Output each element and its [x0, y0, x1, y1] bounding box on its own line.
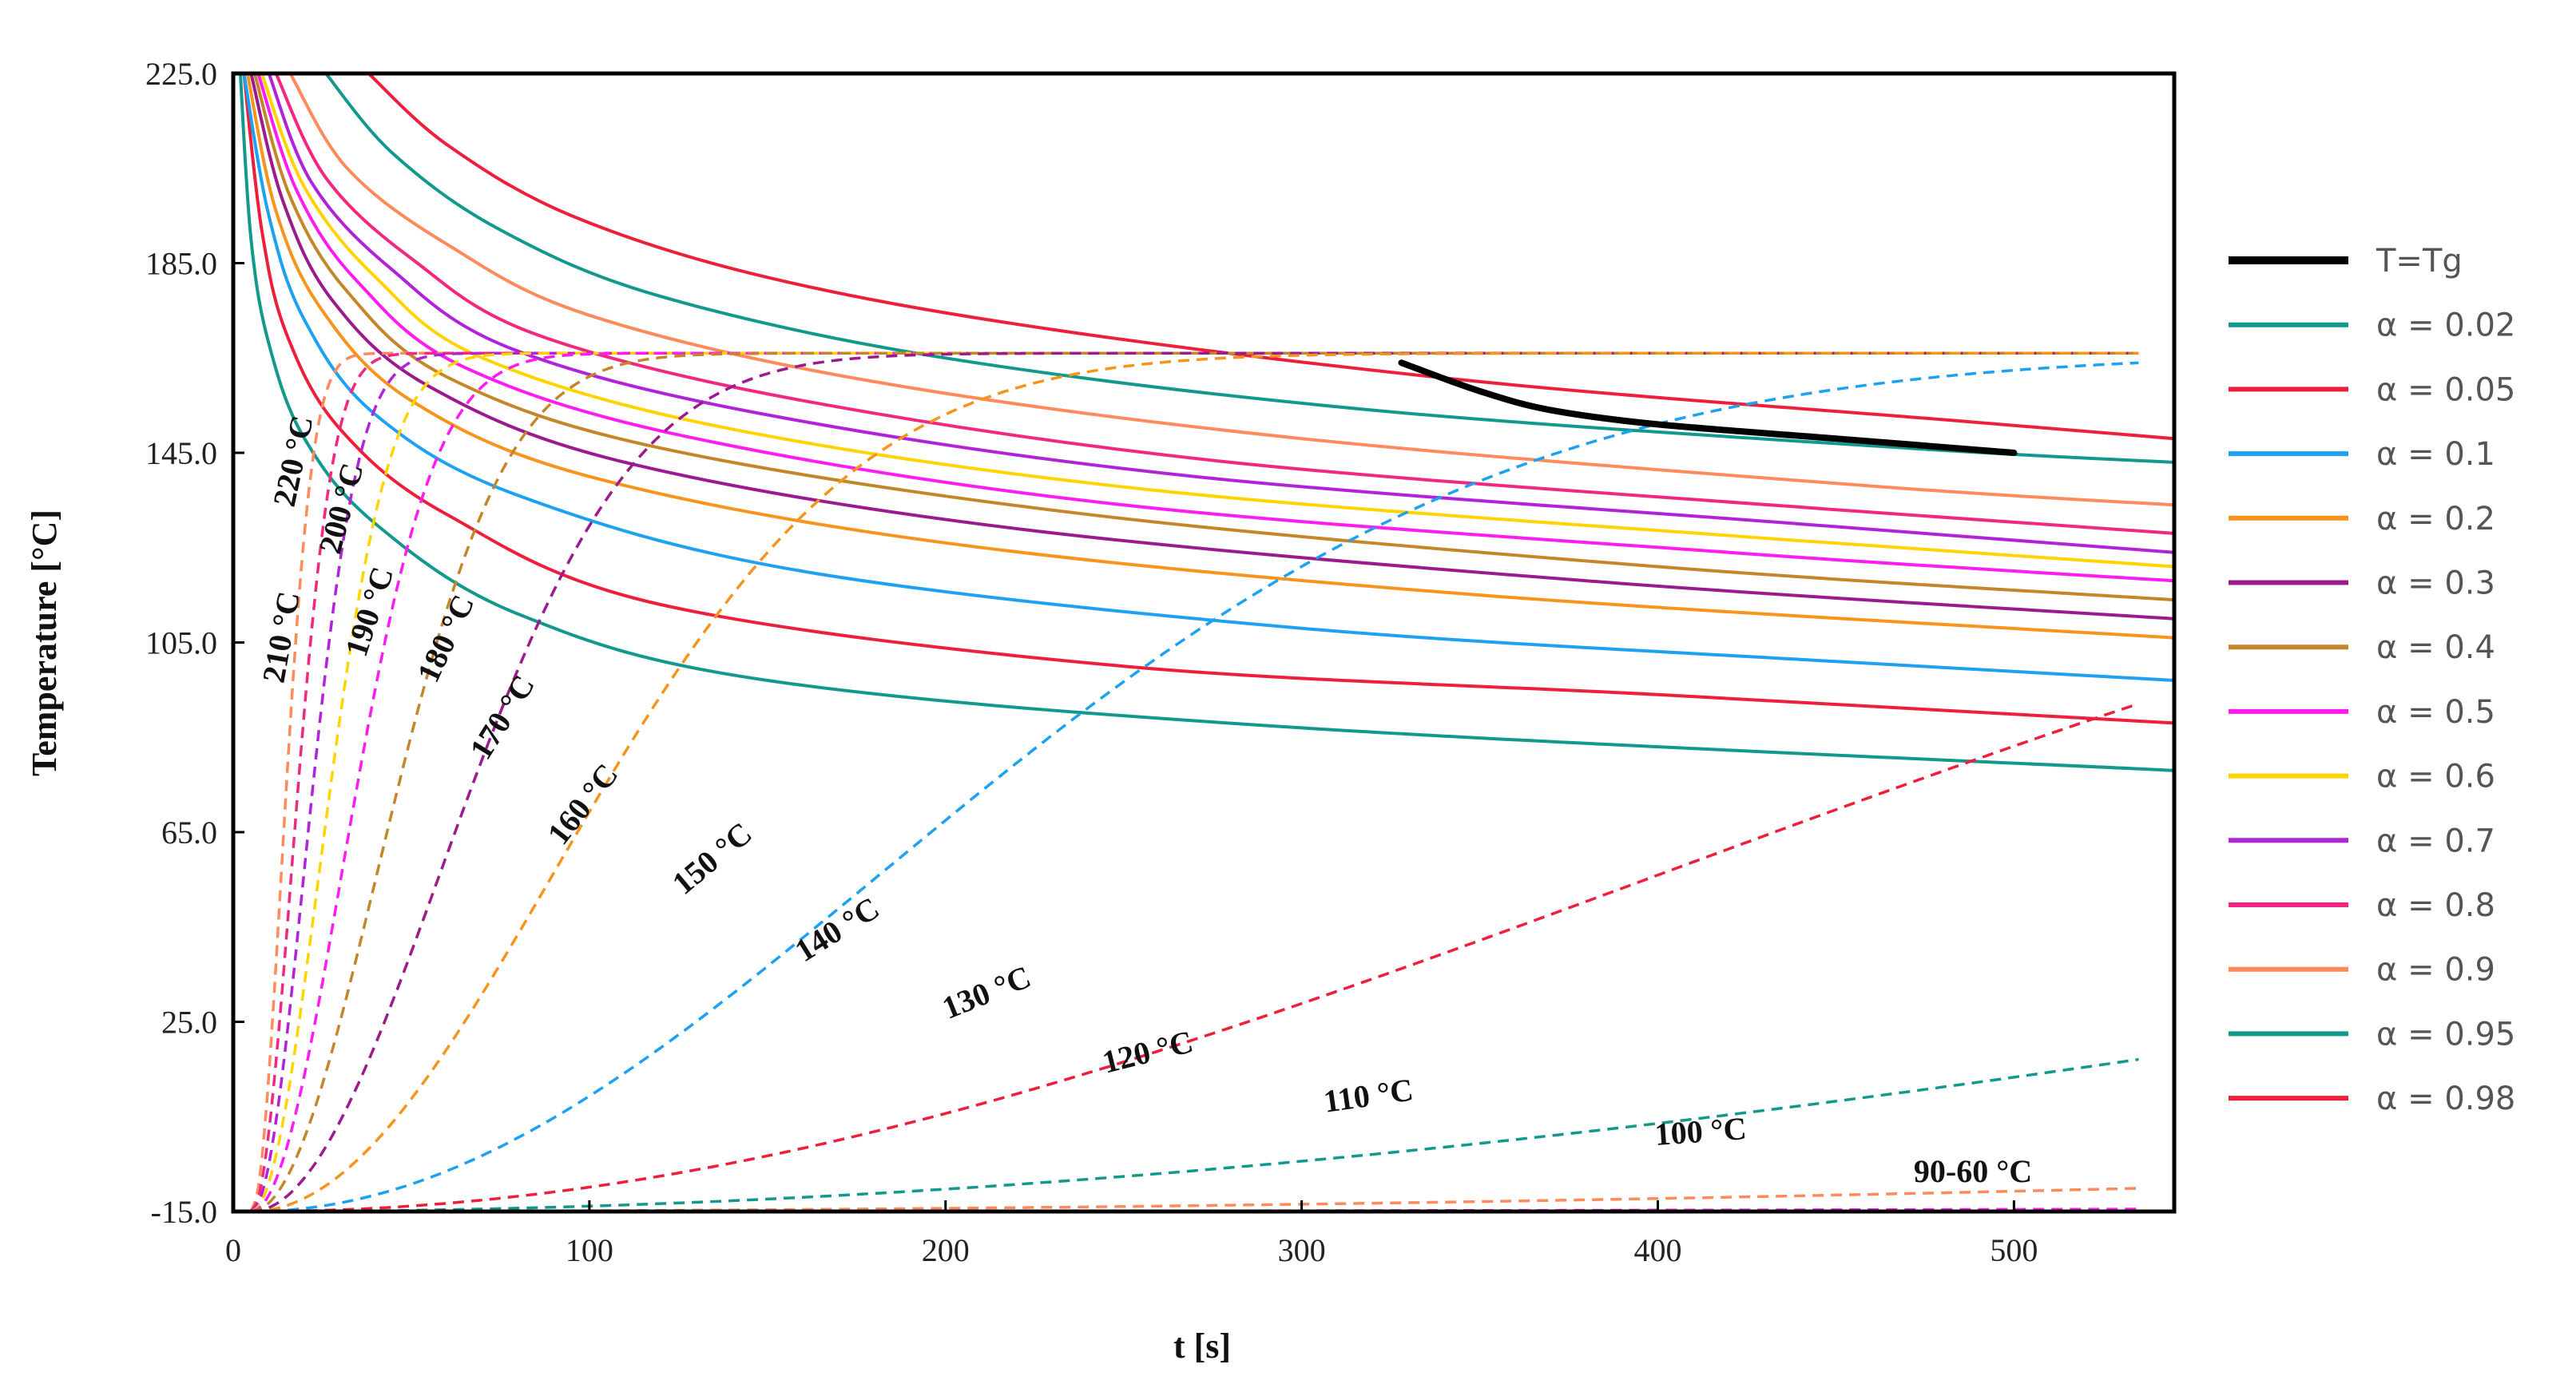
legend-label-0-4: α = 0.4 [2376, 629, 2495, 666]
alpha-line-0-1 [242, 73, 2175, 682]
legend: T=Tg α = 0.02 α = 0.05 α = 0.1 α = 0.2 α = 0.… [2229, 243, 2515, 1117]
alpha-line-0-4 [252, 73, 2175, 602]
alpha-lines [238, 72, 2175, 772]
isotherm-line-4 [250, 351, 2139, 1213]
x-tick-label: 200 [922, 1232, 970, 1268]
alpha-line-0-9 [288, 72, 2175, 507]
y-tick-label: 65.0 [161, 815, 217, 851]
isotherm-line-11 [251, 1057, 2139, 1213]
legend-label-0-02: α = 0.02 [2376, 307, 2515, 344]
alpha-line-0-3 [249, 73, 2175, 621]
tg-line [1398, 359, 2018, 456]
legend-label-0-8: α = 0.8 [2376, 887, 2495, 924]
isotherm-line-8 [251, 351, 2139, 1213]
alpha-line-0-95 [324, 72, 2175, 464]
isotherm-line-6 [250, 351, 2139, 1213]
y-tick-label: 185.0 [145, 246, 217, 282]
tg-line-group [1398, 359, 2018, 456]
alpha-line-0-98 [367, 72, 2175, 441]
legend-label-0-5: α = 0.5 [2376, 694, 2495, 731]
alpha-line-0-8 [274, 73, 2175, 535]
y-tick-label: 25.0 [161, 1005, 217, 1041]
y-axis-title: Temperature [°C] [25, 510, 64, 776]
x-axis-ticks: 0 100 200 300 400 500 [225, 1200, 2038, 1268]
x-tick-label: 100 [566, 1232, 613, 1268]
legend-label-0-6: α = 0.6 [2376, 759, 2495, 795]
legend-label-0-3: α = 0.3 [2376, 565, 2495, 602]
legend-label-0-98: α = 0.98 [2376, 1081, 2515, 1117]
isotherm-label-90-60-C: 90-60 °C [1914, 1153, 2032, 1189]
y-tick-label: 105.0 [145, 625, 217, 661]
alpha-line-0-7 [267, 73, 2175, 554]
legend-label-0-7: α = 0.7 [2376, 823, 2495, 859]
y-tick-label: 225.0 [145, 56, 217, 92]
x-tick-label: 0 [225, 1232, 241, 1268]
x-tick-label: 400 [1633, 1232, 1681, 1268]
x-tick-label: 300 [1278, 1232, 1326, 1268]
legend-label-0-2: α = 0.2 [2376, 501, 2495, 537]
legend-label-0-95: α = 0.95 [2376, 1016, 2515, 1053]
x-axis-title: t [s] [1173, 1326, 1231, 1366]
isotherm-line-10 [251, 702, 2139, 1213]
y-axis-ticks: -15.0 25.0 65.0 105.0 145.0 185.0 225.0 [145, 56, 244, 1230]
isotherm-label-100-C: 100 °C [1653, 1110, 1748, 1152]
legend-label-0-1: α = 0.1 [2376, 436, 2495, 473]
alpha-line-0-2 [245, 73, 2175, 640]
alpha-line-0-5 [256, 73, 2175, 583]
alpha-line-0-6 [260, 73, 2175, 569]
y-tick-label: -15.0 [151, 1194, 217, 1230]
x-tick-label: 500 [1990, 1232, 2038, 1268]
legend-label-T-Tg: T=Tg [2376, 243, 2463, 280]
legend-label-0-9: α = 0.9 [2376, 952, 2495, 989]
y-tick-label: 145.0 [145, 435, 217, 471]
legend-label-0-05: α = 0.05 [2376, 371, 2515, 408]
isotherm-line-9 [251, 361, 2139, 1213]
alpha-line-0-05 [242, 73, 2175, 725]
alpha-line-0-02 [238, 73, 2175, 772]
